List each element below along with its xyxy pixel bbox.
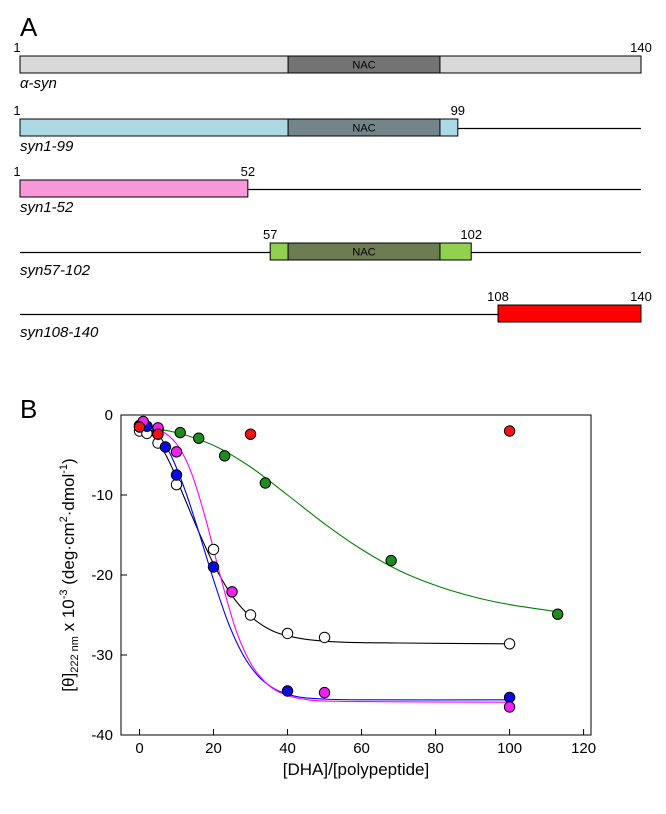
- fit-curves: [139, 422, 558, 703]
- panel-b-letter: B: [20, 394, 37, 424]
- data-point: [133, 421, 146, 433]
- nac-region: [287, 242, 441, 261]
- y-axis-title-units-2-exponent: -1: [58, 464, 70, 474]
- plot-frame: [120, 414, 592, 736]
- data-point: [503, 425, 516, 437]
- data-points: [133, 415, 564, 713]
- y-tick-label: -40: [91, 727, 113, 744]
- y-axis-title-scale-exponent: -3: [58, 589, 70, 599]
- data-point: [207, 561, 220, 573]
- construct-name: syn1-99: [20, 138, 74, 155]
- construct-row: 1 52 syn1-52: [13, 164, 641, 216]
- y-axis-title: [θ]222 nm x 10-3 (deg·cm2·dmol-1): [58, 458, 81, 691]
- cd-titration-chart: 0 20 40 60 80 100 120 0 -10 -20 -30 -40 [DHA]/[poly…: [58, 407, 596, 779]
- y-tick-label: -30: [91, 647, 113, 664]
- data-point: [281, 627, 294, 640]
- end-residue-label: 52: [241, 164, 255, 179]
- y-axis-title-units-2: ·dmol: [59, 474, 78, 517]
- fit-curve: [139, 424, 510, 701]
- construct-row: 108 140 syn108-140: [20, 289, 652, 341]
- end-residue-label: 102: [460, 227, 482, 242]
- data-point: [551, 608, 564, 620]
- data-point: [193, 432, 205, 444]
- data-point: [244, 428, 257, 440]
- construct-box: [497, 304, 642, 323]
- data-point: [218, 450, 231, 462]
- fit-curve: [139, 427, 510, 645]
- end-residue-label: 99: [451, 103, 465, 118]
- y-axis-title-units-exponent: 2: [58, 516, 70, 522]
- construct-row: NAC 1 99 syn1-99: [13, 103, 641, 155]
- fit-curve: [139, 425, 558, 613]
- data-point: [170, 469, 183, 481]
- start-residue-label: 1: [13, 40, 20, 55]
- x-tick-label: 40: [279, 740, 296, 757]
- data-point: [318, 631, 331, 644]
- y-tick-label: 0: [105, 407, 113, 424]
- construct-name: syn57-102: [20, 262, 91, 279]
- nac-region: [287, 118, 441, 137]
- data-point: [259, 477, 272, 489]
- nac-region: [287, 55, 441, 74]
- y-axis-title-symbol: [θ]: [59, 673, 78, 692]
- data-point: [503, 638, 516, 650]
- y-tick-label: -10: [91, 487, 113, 504]
- data-point: [174, 426, 186, 439]
- nac-label: NAC: [352, 247, 375, 259]
- end-residue-label: 140: [630, 289, 652, 304]
- data-point: [152, 428, 164, 440]
- y-axis-title-subscript: 222 nm: [69, 636, 81, 673]
- x-tick-label: 0: [135, 740, 143, 757]
- data-point: [170, 446, 183, 458]
- construct-box: [19, 179, 249, 198]
- y-axis-title-units: (deg·cm: [59, 522, 78, 589]
- construct-name: syn108-140: [20, 324, 99, 341]
- x-tick-label: 20: [205, 740, 222, 757]
- start-residue-label: 57: [263, 227, 277, 242]
- construct-row: NAC 57 102 syn57-102: [20, 227, 641, 279]
- x-tick-label: 80: [427, 740, 444, 757]
- y-axis-title-scale: x 10: [59, 599, 78, 636]
- construct-name: syn1-52: [20, 199, 74, 216]
- nac-label: NAC: [352, 60, 375, 72]
- nac-label: NAC: [352, 123, 375, 135]
- construct-name: α-syn: [20, 75, 57, 92]
- data-point: [281, 685, 294, 697]
- y-axis-title-close: ): [59, 458, 78, 464]
- y-tick-label: -20: [91, 567, 113, 584]
- data-point: [207, 543, 220, 556]
- fit-curve: [139, 422, 510, 703]
- data-point: [318, 686, 331, 699]
- data-point: [503, 691, 516, 704]
- data-point: [159, 441, 172, 453]
- x-axis-title: [DHA]/[polypeptide]: [283, 760, 429, 779]
- construct-row: NAC 1 140 α-syn: [13, 40, 651, 92]
- start-residue-label: 1: [13, 103, 20, 118]
- x-tick-label: 100: [497, 740, 522, 757]
- start-residue-label: 108: [487, 289, 509, 304]
- panel-a-letter: A: [20, 12, 38, 42]
- x-tick-label: 120: [571, 740, 596, 757]
- data-point: [244, 609, 257, 621]
- x-tick-label: 60: [353, 740, 370, 757]
- data-point: [226, 586, 238, 598]
- data-point: [385, 554, 397, 567]
- data-point: [503, 701, 516, 713]
- data-point: [170, 478, 183, 491]
- end-residue-label: 140: [630, 40, 652, 55]
- axes: 0 20 40 60 80 100 120 0 -10 -20 -30 -40: [91, 407, 596, 757]
- start-residue-label: 1: [13, 164, 20, 179]
